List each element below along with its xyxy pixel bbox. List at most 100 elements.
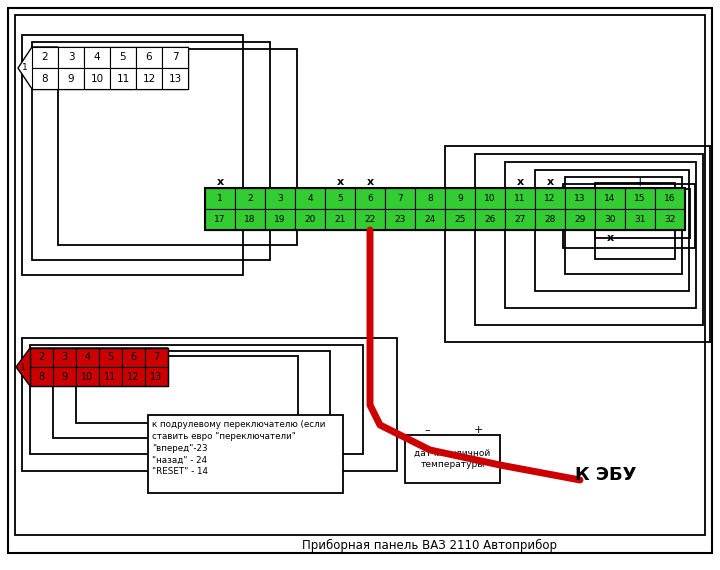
Text: x: x (546, 177, 554, 187)
Text: 25: 25 (454, 215, 466, 224)
Bar (136, 68, 162, 89)
Bar (415, 209, 445, 230)
Bar (32, 47, 58, 68)
Text: 22: 22 (364, 215, 376, 224)
Text: 16: 16 (665, 194, 676, 203)
Bar (235, 209, 265, 230)
Bar (505, 209, 535, 230)
Bar (99, 367, 122, 386)
Bar (145, 367, 168, 386)
Text: 11: 11 (117, 74, 130, 83)
Text: датчик уличной
температуры: датчик уличной температуры (415, 449, 490, 470)
Bar (58, 47, 84, 68)
Text: 18: 18 (244, 215, 256, 224)
Text: 19: 19 (274, 215, 286, 224)
Bar (475, 154, 703, 325)
Bar (162, 68, 188, 89)
Bar (355, 188, 385, 209)
Bar (205, 209, 235, 230)
Bar (595, 189, 690, 238)
Bar (385, 188, 415, 209)
Text: 31: 31 (634, 215, 646, 224)
Text: 10: 10 (485, 194, 496, 203)
Text: 11: 11 (104, 372, 117, 381)
Text: 9: 9 (61, 372, 68, 381)
Bar (76, 356, 298, 423)
Text: 21: 21 (334, 215, 346, 224)
Bar (30, 348, 53, 367)
Bar (625, 188, 655, 209)
Text: 7: 7 (171, 52, 179, 63)
Bar (595, 183, 675, 259)
Bar (325, 209, 355, 230)
Bar (235, 188, 265, 209)
Bar (595, 188, 625, 209)
Text: 10: 10 (91, 74, 104, 83)
Text: 17: 17 (215, 215, 226, 224)
Text: 4: 4 (94, 52, 100, 63)
Bar (445, 209, 475, 230)
Text: 3: 3 (61, 352, 68, 363)
Text: –: – (424, 425, 430, 435)
Bar (205, 188, 235, 209)
Text: x: x (516, 177, 523, 187)
Bar (475, 188, 505, 209)
Text: 2: 2 (42, 52, 48, 63)
Bar (99, 348, 122, 367)
Text: 1: 1 (22, 63, 28, 72)
Bar (405, 435, 500, 483)
Bar (325, 188, 355, 209)
Bar (22, 338, 397, 471)
Text: 8: 8 (42, 74, 48, 83)
Bar (53, 367, 76, 386)
Text: 5: 5 (120, 52, 126, 63)
Bar (385, 209, 415, 230)
Text: 12: 12 (127, 372, 140, 381)
Text: 29: 29 (575, 215, 585, 224)
Text: 12: 12 (143, 74, 156, 83)
Bar (76, 367, 99, 386)
Bar (58, 49, 297, 245)
Bar (265, 209, 295, 230)
Bar (565, 177, 682, 274)
Text: 5: 5 (107, 352, 114, 363)
Bar (84, 68, 110, 89)
Text: +: + (635, 176, 645, 189)
Text: x: x (366, 177, 374, 187)
Bar (30, 367, 53, 386)
Bar (110, 47, 136, 68)
Text: 2: 2 (38, 352, 45, 363)
Text: 7: 7 (397, 194, 403, 203)
Text: 13: 13 (150, 372, 163, 381)
Bar (32, 42, 270, 260)
Polygon shape (16, 348, 168, 386)
Bar (148, 415, 343, 493)
Text: 8: 8 (38, 372, 45, 381)
Bar (145, 348, 168, 367)
Text: 32: 32 (665, 215, 675, 224)
Text: 6: 6 (130, 352, 137, 363)
Bar (32, 68, 58, 89)
Bar (535, 170, 689, 291)
Text: 11: 11 (514, 194, 526, 203)
Bar (205, 188, 685, 230)
Bar (295, 188, 325, 209)
Text: 10: 10 (81, 372, 94, 381)
Text: 20: 20 (305, 215, 315, 224)
Bar (535, 188, 565, 209)
Text: 3: 3 (68, 52, 74, 63)
Text: 5: 5 (337, 194, 343, 203)
Text: 13: 13 (168, 74, 181, 83)
Text: 24: 24 (424, 215, 436, 224)
Bar (162, 47, 188, 68)
Text: x: x (606, 233, 613, 243)
Text: 15: 15 (634, 194, 646, 203)
Bar (535, 209, 565, 230)
Text: x: x (217, 177, 224, 187)
Bar (625, 209, 655, 230)
Bar (595, 209, 625, 230)
Text: 3: 3 (277, 194, 283, 203)
Bar (265, 188, 295, 209)
Text: 26: 26 (485, 215, 495, 224)
Polygon shape (18, 47, 58, 89)
